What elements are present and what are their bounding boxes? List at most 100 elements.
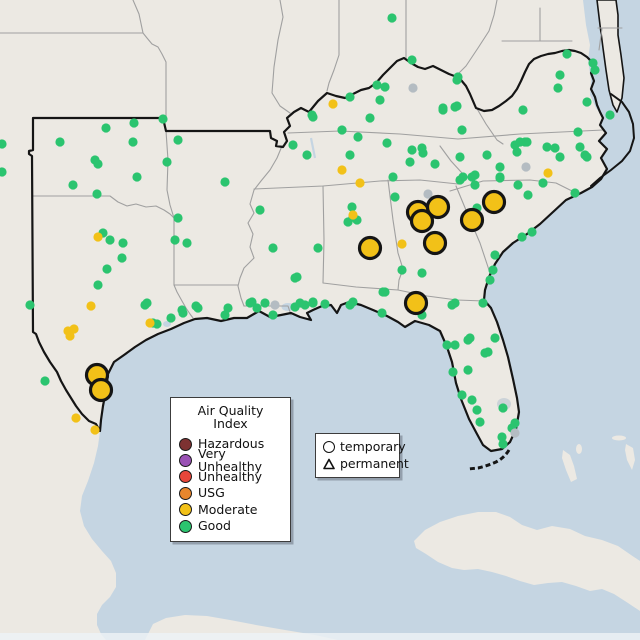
- station-marker-moderate: [90, 425, 100, 435]
- aqi-legend-title: Air Quality Index: [197, 403, 264, 431]
- station-marker-good: [372, 80, 382, 90]
- station-marker-good: [475, 417, 485, 427]
- station-marker-good: [380, 82, 390, 92]
- station-marker-good: [345, 92, 355, 102]
- domain-boundary: [27, 48, 609, 453]
- station-marker-good: [117, 253, 127, 263]
- station-marker-good: [118, 238, 128, 248]
- state-borders: [0, 0, 623, 319]
- aqi-swatch-icon: [179, 503, 192, 517]
- station-marker-good: [472, 405, 482, 415]
- aqi-swatch-icon: [179, 519, 192, 533]
- temporary-station-marker-moderate: [88, 377, 114, 403]
- triangle-marker-icon: [323, 458, 335, 470]
- station-marker-good: [170, 235, 180, 245]
- station-marker-good: [382, 138, 392, 148]
- station-marker-good: [377, 308, 387, 318]
- station-marker-good: [455, 175, 465, 185]
- station-marker-good: [152, 319, 162, 329]
- station-marker-good: [467, 395, 477, 405]
- station-marker-good: [550, 143, 560, 153]
- station-marker-good: [470, 170, 480, 180]
- stations-moderate: [63, 99, 553, 435]
- temporary-station-marker-moderate: [357, 235, 383, 261]
- aqi-swatch-icon: [179, 437, 192, 451]
- station-marker-good: [295, 298, 305, 308]
- temporary-label: temporary: [340, 439, 406, 454]
- station-marker-good: [453, 72, 463, 82]
- station-marker-good: [220, 177, 230, 187]
- station-marker-good: [498, 439, 508, 449]
- station-marker-good: [457, 125, 467, 135]
- circle-marker-icon: [323, 441, 335, 454]
- station-marker-good: [495, 162, 505, 172]
- stations-missing-data: [270, 83, 531, 438]
- station-marker-good: [220, 310, 230, 320]
- station-marker-good: [555, 70, 565, 80]
- station-marker-good: [463, 335, 473, 345]
- aqi-item-label: Good: [198, 517, 231, 533]
- station-marker-good: [488, 265, 498, 275]
- station-marker-good: [92, 189, 102, 199]
- station-marker-good: [430, 159, 440, 169]
- map-edge-strip: [0, 633, 640, 640]
- station-marker-good: [575, 142, 585, 152]
- aqi-legend: Air Quality Index Hazardous Very Unhealt…: [170, 397, 291, 543]
- aqi-swatch-icon: [179, 454, 192, 468]
- station-marker-good: [478, 298, 488, 308]
- station-marker-good: [513, 180, 523, 190]
- temporary-station-marker-moderate: [481, 189, 507, 215]
- station-marker-good: [166, 313, 176, 323]
- station-marker-moderate: [543, 168, 553, 178]
- station-marker-good: [320, 299, 330, 309]
- station-marker-good: [337, 125, 347, 135]
- station-marker-good: [68, 180, 78, 190]
- station-marker-good: [480, 348, 490, 358]
- station-marker-good: [365, 113, 375, 123]
- station-marker-good: [390, 192, 400, 202]
- station-marker-good: [387, 13, 397, 23]
- station-marker-moderate: [337, 165, 347, 175]
- station-marker-moderate: [397, 239, 407, 249]
- station-marker-good: [158, 114, 168, 124]
- station-marker-good: [223, 303, 233, 313]
- station-marker-missing: [510, 428, 520, 438]
- station-marker-good: [447, 300, 457, 310]
- station-marker-good: [495, 172, 505, 182]
- station-marker-good: [452, 101, 462, 111]
- station-marker-good: [542, 142, 552, 152]
- station-marker-moderate: [65, 331, 75, 341]
- station-marker-good: [470, 180, 480, 190]
- aqi-item-label: Unhealthy: [198, 468, 263, 484]
- station-marker-good: [128, 137, 138, 147]
- station-marker-good: [512, 147, 522, 157]
- temporary-station-marker-moderate: [422, 230, 448, 256]
- station-marker-good: [105, 235, 115, 245]
- station-marker-good: [442, 340, 452, 350]
- station-marker-good: [490, 250, 500, 260]
- aqi-item-label: Moderate: [198, 501, 258, 517]
- mainland-landmass: [0, 0, 607, 640]
- permanent-row: permanent: [323, 456, 409, 473]
- station-marker-good: [490, 333, 500, 343]
- station-marker-good: [375, 95, 385, 105]
- aqi-legend-item: Hazardous: [179, 436, 282, 452]
- station-marker-good: [527, 227, 537, 237]
- stations-temporary-moderate: [84, 189, 507, 403]
- station-marker-missing: [521, 162, 531, 172]
- station-marker-good: [129, 118, 139, 128]
- station-marker-good: [405, 157, 415, 167]
- station-marker-moderate: [348, 210, 358, 220]
- station-marker-good: [407, 145, 417, 155]
- station-marker-good: [397, 265, 407, 275]
- station-marker-good: [162, 157, 172, 167]
- station-marker-good: [582, 97, 592, 107]
- temporary-station-marker-moderate: [409, 208, 435, 234]
- aqi-legend-item: Unhealthy: [179, 469, 282, 485]
- permanent-label: permanent: [340, 455, 409, 471]
- station-marker-moderate: [86, 301, 96, 311]
- station-marker-good: [101, 123, 111, 133]
- station-marker-good: [538, 178, 548, 188]
